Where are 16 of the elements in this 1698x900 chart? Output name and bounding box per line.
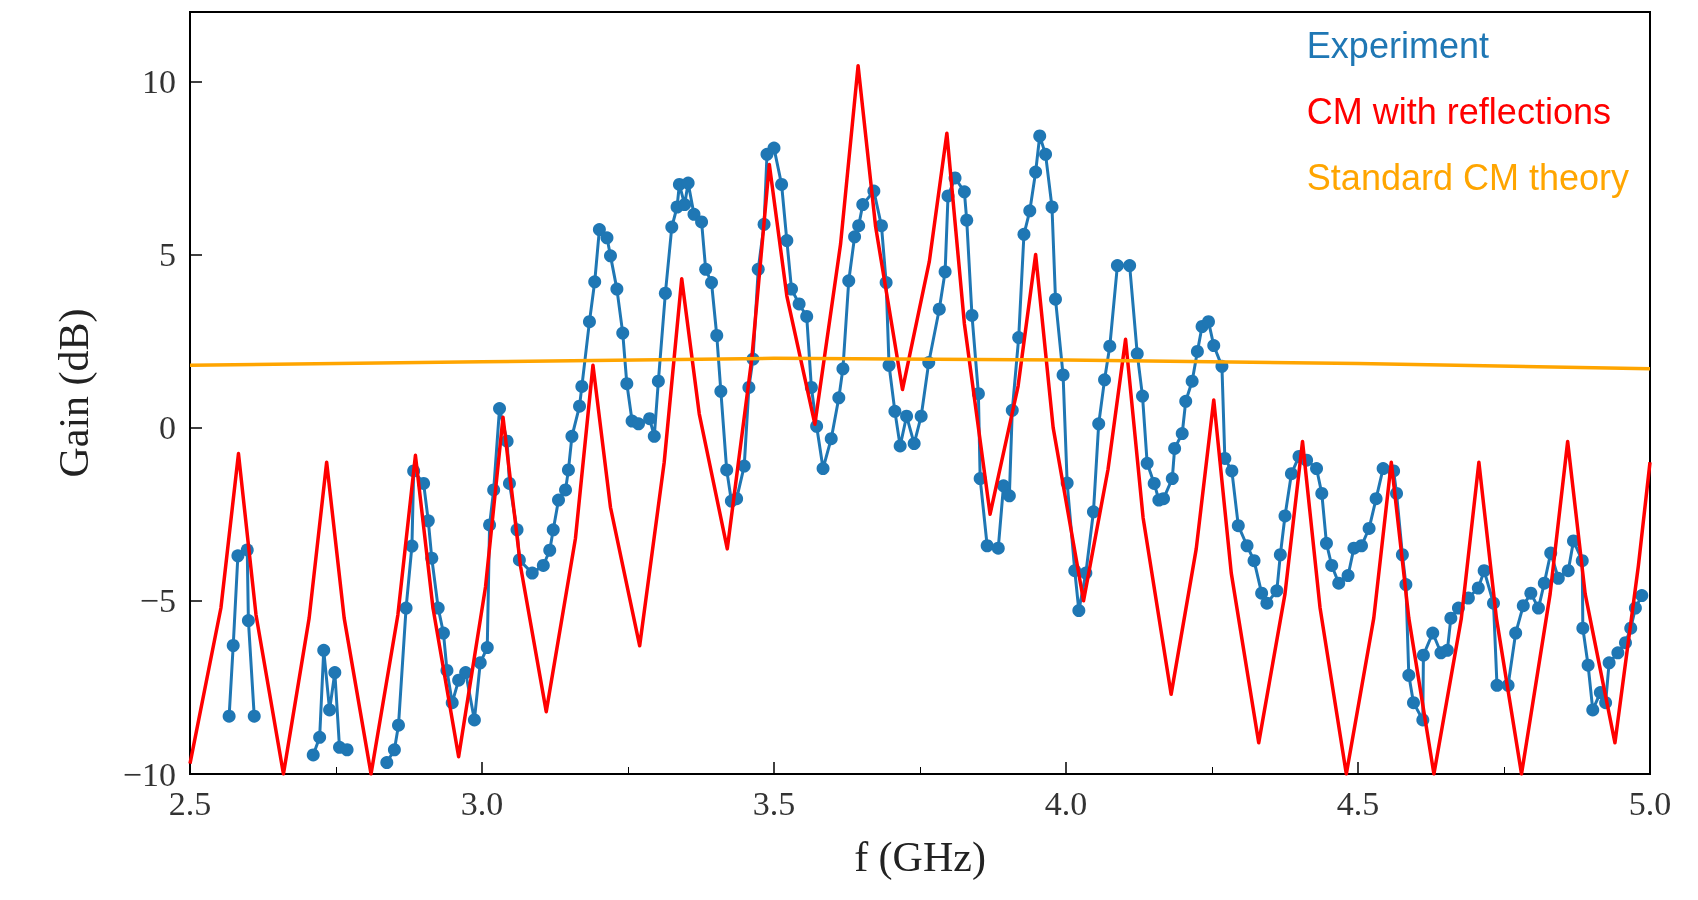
y-tick-label: 5 xyxy=(159,235,176,273)
x-tick-label: 3.5 xyxy=(752,784,796,822)
line-series xyxy=(188,356,1652,371)
y-tick-label: 0 xyxy=(159,409,176,447)
x-axis-title: f (GHz) xyxy=(854,834,986,881)
text: Standard CM theory xyxy=(1306,156,1629,198)
y-axis-title: Gain (dB) xyxy=(51,308,98,478)
x-tick-label: 4.5 xyxy=(1336,784,1380,822)
y-tick-label: 10 xyxy=(142,62,176,100)
x-tick-label: 4.0 xyxy=(1044,784,1088,822)
text: Experiment xyxy=(1306,24,1489,66)
y-tick-label: −5 xyxy=(139,582,176,620)
x-tick-label: 3.0 xyxy=(460,784,504,822)
y-tick-label: −10 xyxy=(122,755,176,793)
text: CM with reflections xyxy=(1306,90,1611,132)
x-tick-label: 5.0 xyxy=(1628,784,1672,822)
